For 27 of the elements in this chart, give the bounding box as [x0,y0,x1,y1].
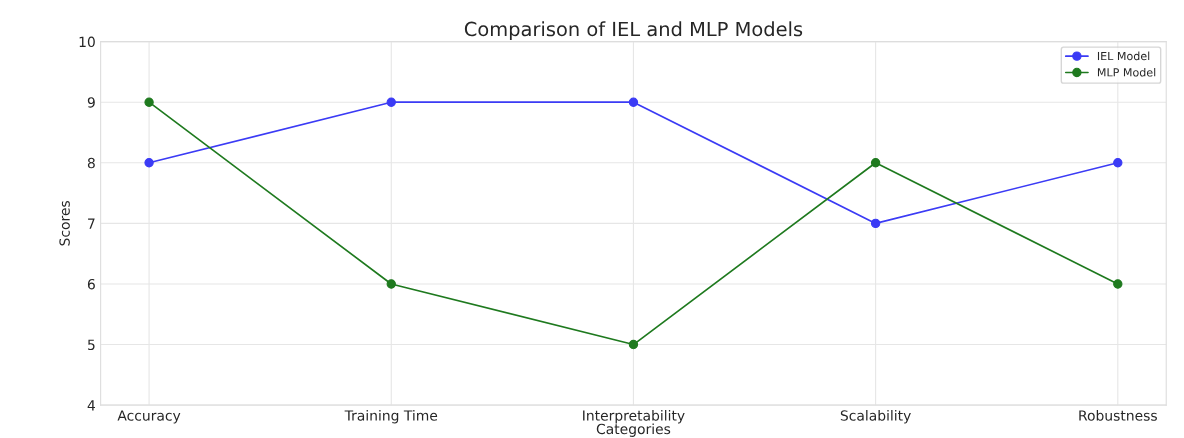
point [628,339,639,350]
point [1113,158,1123,168]
y-tick-label: 8 [87,157,95,169]
y-tick-label: 6 [87,278,95,290]
x-tick-label: Robustness [1079,410,1157,421]
y-tick-label: 5 [88,339,95,351]
x-axis-title: Categories [596,423,671,437]
point [870,158,881,168]
point [386,97,396,107]
point [144,158,154,168]
point [144,97,154,107]
point [628,97,639,107]
legend-label: IEL Model [1097,51,1150,61]
y-axis-title: Scores [59,200,70,246]
y-tick-label: 7 [88,218,95,229]
y-tick-label: 4 [87,400,95,411]
chart-title: Comparison of IEL and MLP Models [464,21,803,41]
y-tick-label: 9 [87,97,95,108]
point [386,279,396,289]
legend-label: MLP Model [1097,67,1156,77]
x-tick-label: Accuracy [117,410,181,424]
point [870,218,881,229]
y-tick-label: 10 [79,36,95,48]
x-tick-label: Interpretability [583,410,685,424]
x-tick-label: Scalability [840,410,911,424]
x-tick-label: Training Time [344,410,438,424]
point [1113,279,1123,289]
